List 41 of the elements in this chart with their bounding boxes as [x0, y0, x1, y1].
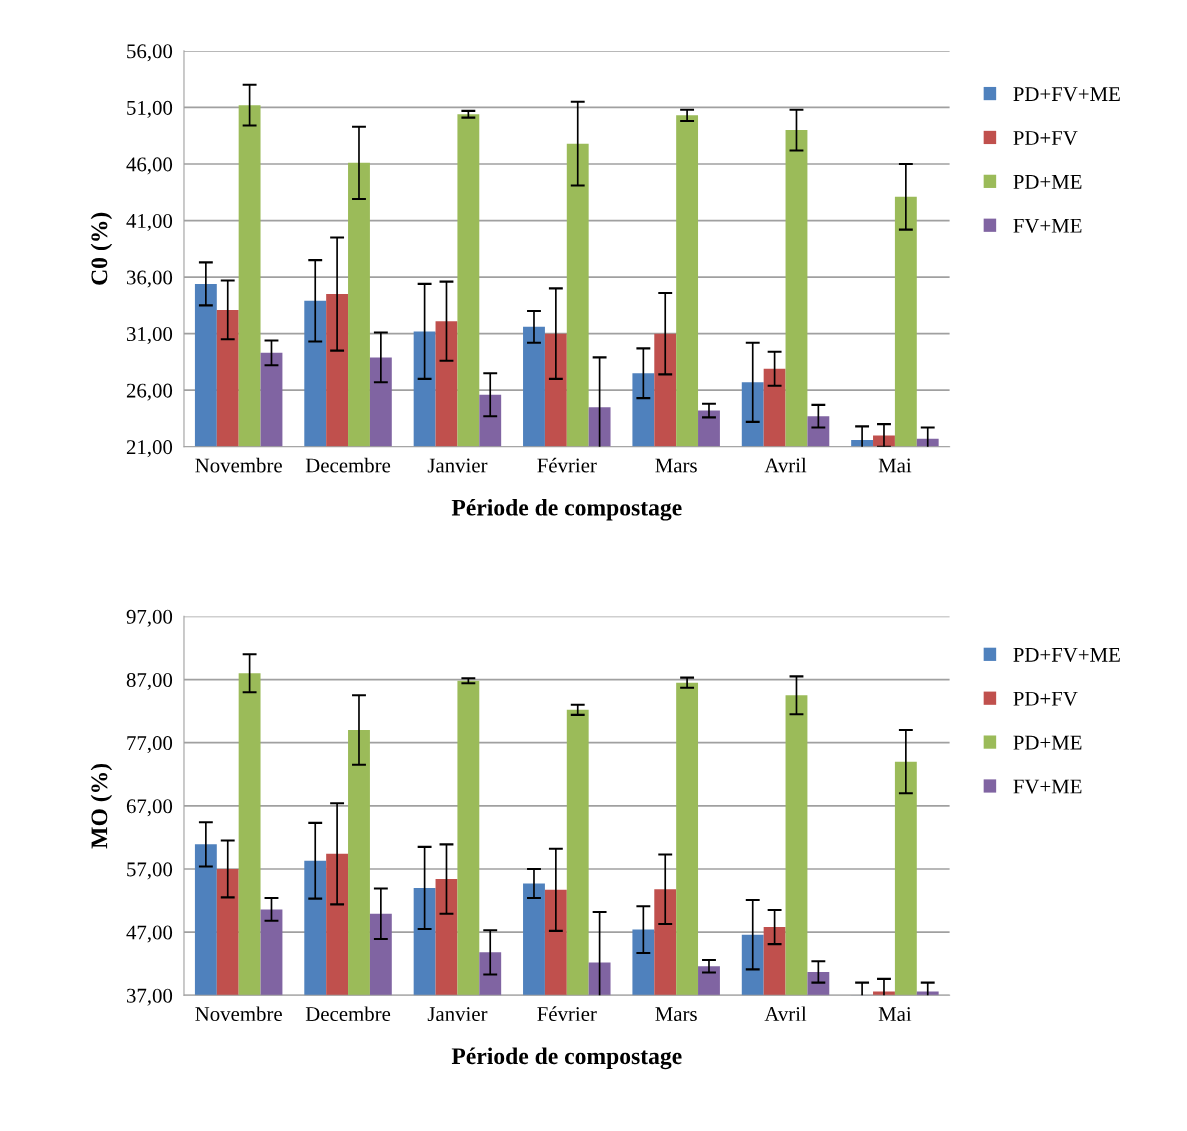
y-tick-label: 41,00: [126, 213, 173, 231]
y-axis-title: C0 (%): [90, 212, 113, 285]
y-tick-label: 37,00: [126, 988, 173, 1006]
legend-label: PD+ME: [1013, 735, 1082, 750]
y-tick-label: 36,00: [126, 270, 173, 288]
x-tick-label: Avril: [764, 1006, 807, 1022]
x-axis-title: Période de compostage: [451, 1047, 682, 1070]
legend-label: PD+FV: [1013, 131, 1078, 146]
y-axis-title: MO (%): [90, 763, 113, 849]
x-tick-label: Novembre: [195, 457, 282, 473]
legend-label: PD+ME: [1013, 175, 1082, 189]
x-axis-title: Période de compostage: [451, 498, 682, 521]
x-tick-label: Decembre: [305, 457, 391, 473]
legend-label: PD+FV+ME: [1013, 87, 1120, 102]
y-tick-label: 47,00: [126, 925, 173, 943]
y-tick-label: 57,00: [127, 862, 173, 880]
x-tick-label: Mai: [878, 458, 912, 473]
x-tick-label: Février: [537, 457, 597, 473]
x-tick-label: Janvier: [427, 458, 488, 473]
x-tick-label: Decembre: [305, 1006, 391, 1022]
y-tick-label: 56,00: [127, 44, 173, 62]
y-tick-label: 97,00: [126, 609, 173, 627]
x-tick-label: Février: [537, 1006, 597, 1022]
y-tick-label: 77,00: [127, 736, 173, 754]
y-tick-label: 87,00: [126, 672, 173, 690]
y-tick-label: 46,00: [126, 157, 173, 175]
y-tick-label: 31,00: [126, 327, 173, 345]
x-tick-label: Novembre: [195, 1006, 282, 1022]
y-tick-label: 26,00: [126, 383, 173, 401]
legend-label: FV+ME: [1013, 218, 1082, 233]
x-tick-label: Avril: [764, 457, 807, 473]
legend-label: PD+FV+ME: [1013, 648, 1120, 662]
legend-label: FV+ME: [1013, 779, 1082, 794]
x-tick-label: Mars: [655, 1007, 697, 1022]
x-tick-label: Mars: [655, 458, 697, 473]
y-tick-label: 21,00: [126, 440, 173, 458]
y-tick-label: 51,00: [127, 100, 173, 118]
legend-label: PD+FV: [1013, 691, 1078, 706]
y-tick-label: 67,00: [126, 799, 173, 817]
x-tick-label: Janvier: [427, 1007, 488, 1022]
x-tick-label: Mai: [878, 1007, 912, 1022]
